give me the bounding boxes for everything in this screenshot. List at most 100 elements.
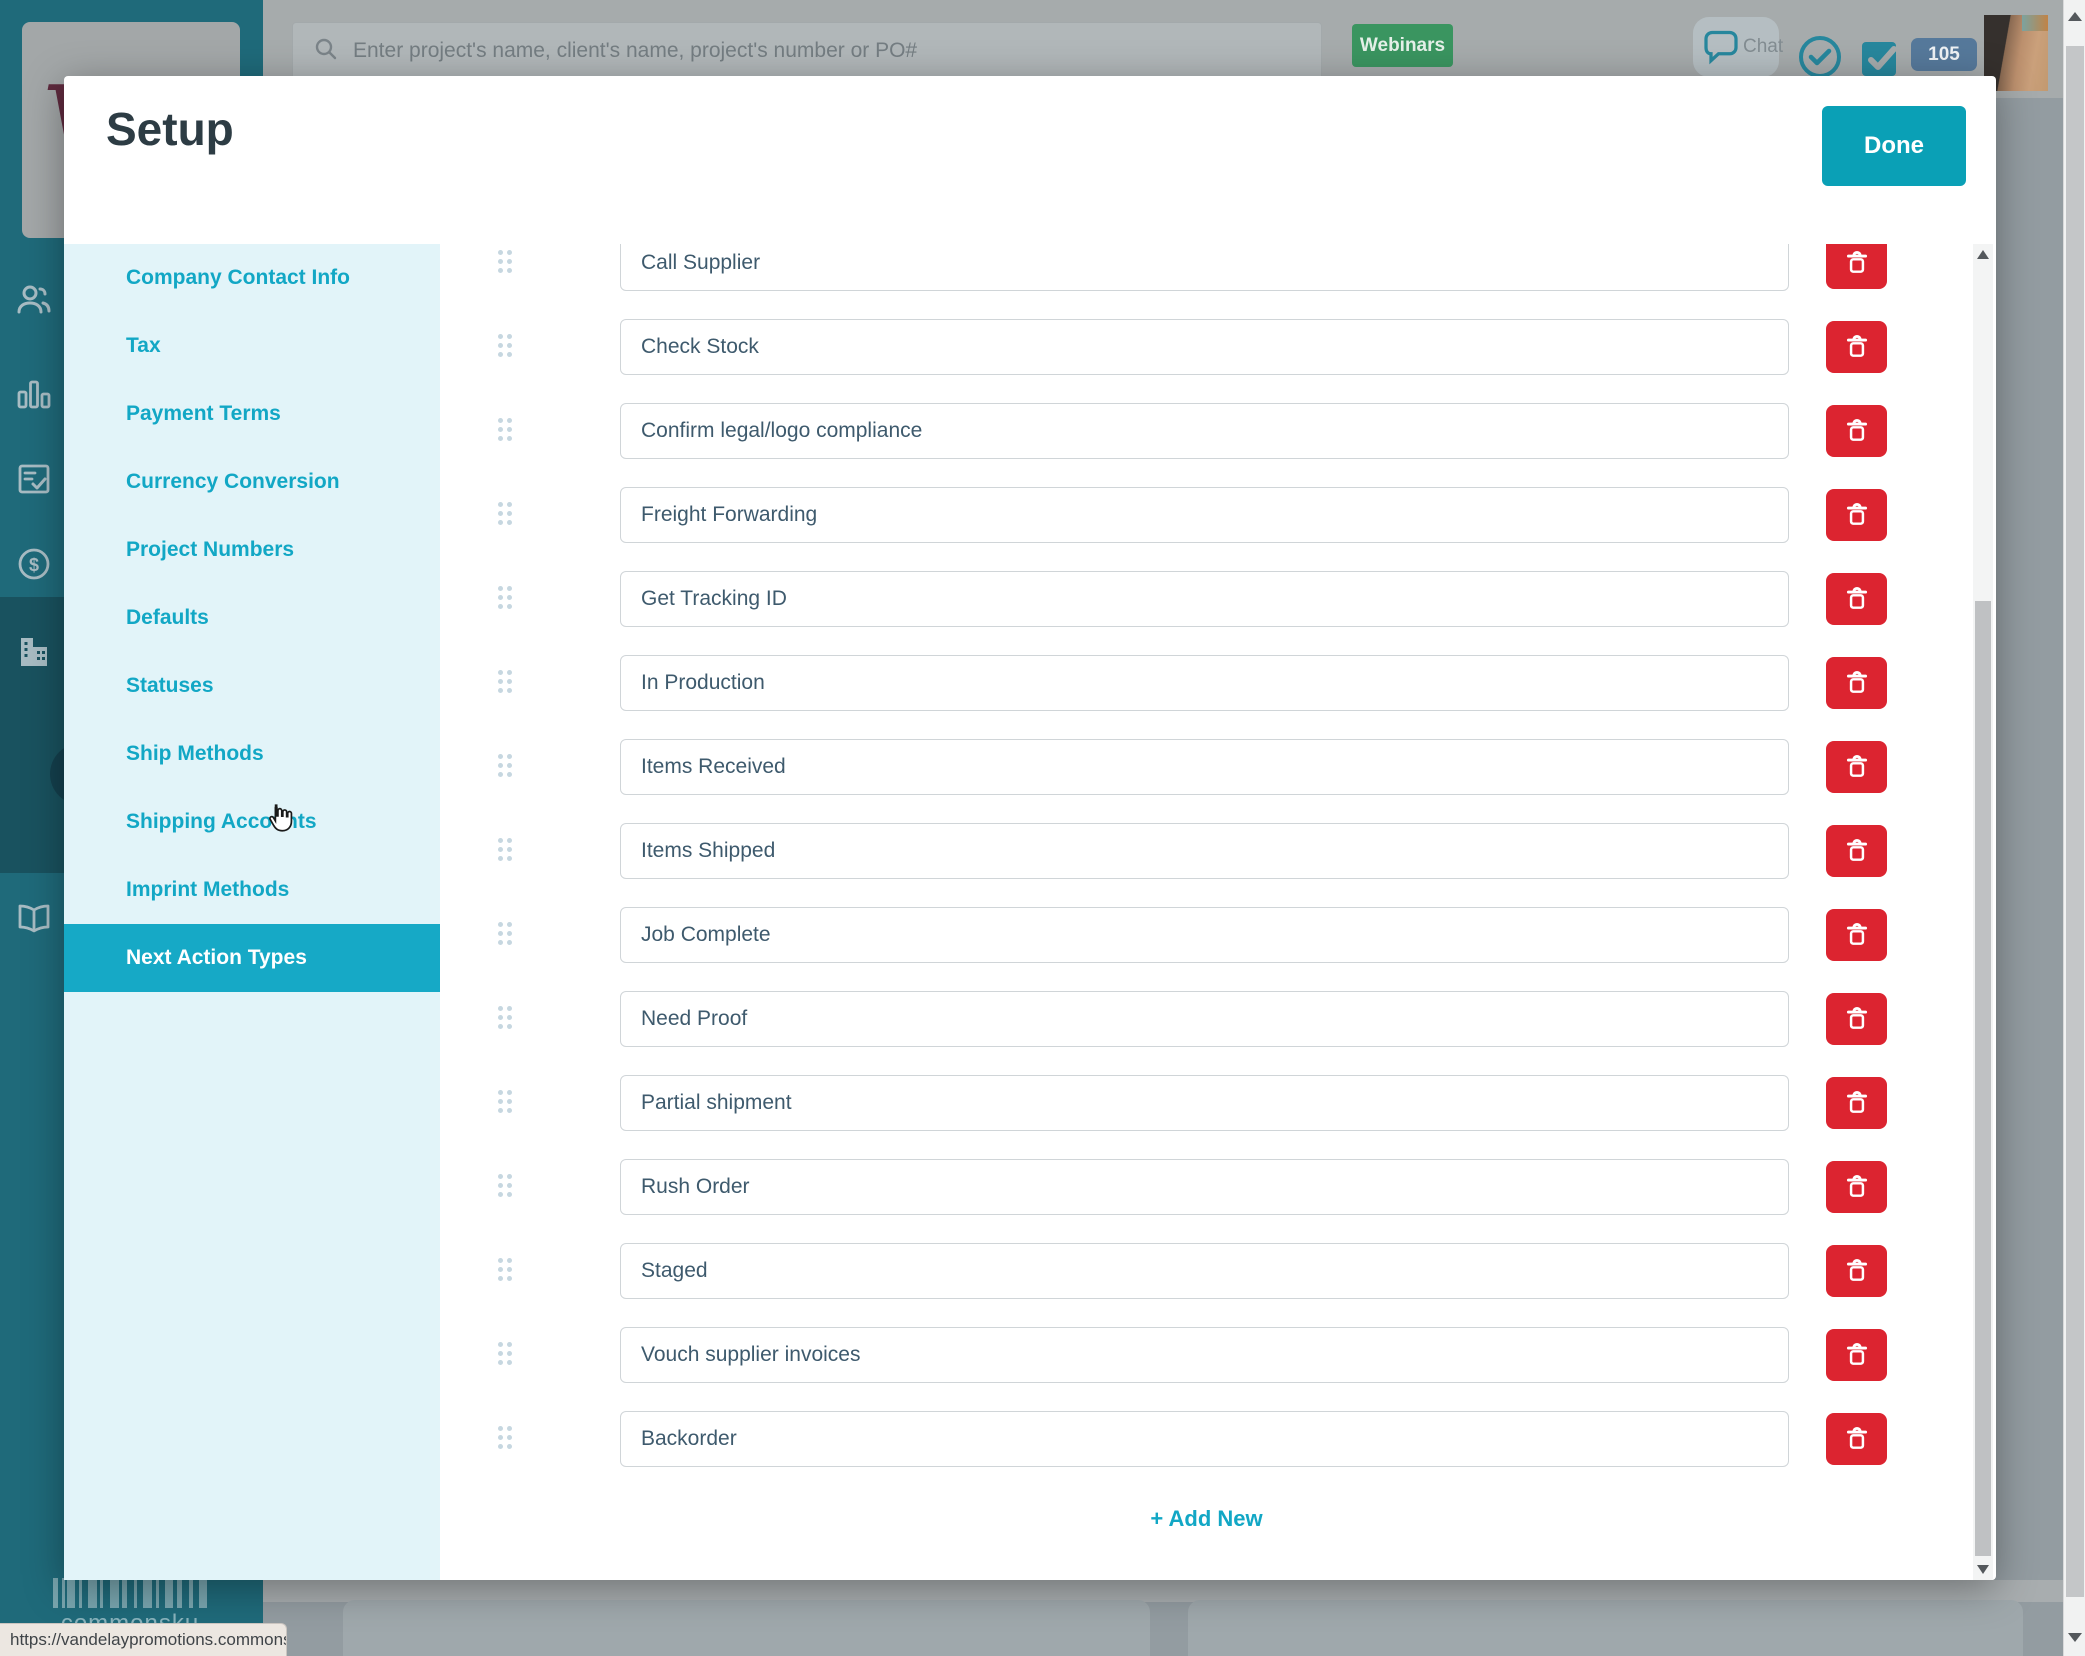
action-type-row	[440, 809, 1973, 893]
list-scrollbar-thumb[interactable]	[1975, 601, 1991, 1556]
delete-button[interactable]	[1826, 1245, 1887, 1297]
delete-button[interactable]	[1826, 657, 1887, 709]
setup-nav-item[interactable]: Shipping Accounts	[126, 810, 317, 833]
webinars-button[interactable]: Webinars	[1352, 24, 1453, 67]
notification-count-badge[interactable]: 105	[1911, 38, 1977, 71]
drag-handle-icon[interactable]	[498, 922, 516, 948]
order-checklist-icon[interactable]	[15, 460, 53, 498]
delete-button[interactable]	[1826, 1161, 1887, 1213]
setup-nav-item[interactable]: Payment Terms	[126, 402, 281, 425]
open-book-icon[interactable]	[15, 898, 53, 936]
action-type-input[interactable]	[620, 319, 1789, 375]
trash-icon	[1843, 668, 1871, 699]
setup-nav-item[interactable]: Next Action Types	[64, 924, 440, 992]
trash-icon	[1843, 752, 1871, 783]
trash-icon	[1843, 416, 1871, 447]
delete-button[interactable]	[1826, 1329, 1887, 1381]
setup-nav-item[interactable]: Statuses	[126, 674, 214, 697]
users-icon[interactable]	[15, 282, 53, 320]
setup-nav-panel: Company Contact Info Tax Payment Terms Curr…	[64, 244, 440, 1580]
svg-text:$: $	[29, 555, 39, 575]
action-type-input[interactable]	[620, 1243, 1789, 1299]
scroll-up-arrow[interactable]	[1977, 250, 1989, 259]
setup-nav-item[interactable]: Tax	[126, 334, 161, 357]
setup-nav-item[interactable]: Imprint Methods	[126, 878, 290, 901]
trash-icon	[1843, 1088, 1871, 1119]
setup-nav-item[interactable]: Company Contact Info	[126, 266, 350, 289]
company-building-icon[interactable]	[15, 633, 53, 671]
action-type-input[interactable]	[620, 403, 1789, 459]
drag-handle-icon[interactable]	[498, 1006, 516, 1032]
action-types-list: + Add New	[440, 244, 1973, 1580]
drag-handle-icon[interactable]	[498, 1174, 516, 1200]
action-type-input[interactable]	[620, 1159, 1789, 1215]
drag-handle-icon[interactable]	[498, 418, 516, 444]
scroll-up-arrow[interactable]	[2068, 12, 2082, 21]
dollar-circle-icon[interactable]: $	[15, 545, 53, 583]
setup-nav-item[interactable]: Defaults	[126, 606, 209, 629]
action-type-row	[440, 473, 1973, 557]
delete-button[interactable]	[1826, 405, 1887, 457]
trash-icon	[1843, 1256, 1871, 1287]
delete-button[interactable]	[1826, 1413, 1887, 1465]
delete-button[interactable]	[1826, 573, 1887, 625]
delete-button[interactable]	[1826, 909, 1887, 961]
trash-icon	[1843, 1172, 1871, 1203]
delete-button[interactable]	[1826, 321, 1887, 373]
action-type-row	[440, 641, 1973, 725]
drag-handle-icon[interactable]	[498, 334, 516, 360]
delete-button[interactable]	[1826, 489, 1887, 541]
trash-icon	[1843, 1004, 1871, 1035]
scroll-down-arrow[interactable]	[2068, 1633, 2082, 1642]
drag-handle-icon[interactable]	[498, 838, 516, 864]
delete-button[interactable]	[1826, 825, 1887, 877]
status-bar-url: https://vandelaypromotions.commonsku.com	[0, 1623, 287, 1656]
drag-handle-icon[interactable]	[498, 754, 516, 780]
action-type-input[interactable]	[620, 244, 1789, 291]
project-search-bar[interactable]	[292, 22, 1322, 80]
modal-title: Setup	[106, 103, 234, 155]
delete-button[interactable]	[1826, 993, 1887, 1045]
delete-button[interactable]	[1826, 244, 1887, 289]
drag-handle-icon[interactable]	[498, 250, 516, 276]
drag-handle-icon[interactable]	[498, 586, 516, 612]
delete-button[interactable]	[1826, 741, 1887, 793]
action-type-input[interactable]	[620, 823, 1789, 879]
action-type-input[interactable]	[620, 907, 1789, 963]
drag-handle-icon[interactable]	[498, 502, 516, 528]
action-type-input[interactable]	[620, 655, 1789, 711]
window-scrollbar-thumb[interactable]	[2066, 46, 2084, 1597]
search-icon	[313, 36, 339, 67]
window-scrollbar[interactable]	[2063, 0, 2085, 1656]
action-type-input[interactable]	[620, 1411, 1789, 1467]
action-type-row	[440, 977, 1973, 1061]
drag-handle-icon[interactable]	[498, 1426, 516, 1452]
chat-button[interactable]: Chat	[1693, 17, 1783, 77]
drag-handle-icon[interactable]	[498, 1090, 516, 1116]
action-type-input[interactable]	[620, 991, 1789, 1047]
action-type-input[interactable]	[620, 571, 1789, 627]
drag-handle-icon[interactable]	[498, 670, 516, 696]
done-button[interactable]: Done	[1822, 106, 1966, 186]
setup-nav-item[interactable]: Project Numbers	[126, 538, 295, 561]
action-type-input[interactable]	[620, 487, 1789, 543]
action-type-input[interactable]	[620, 1075, 1789, 1131]
drag-handle-icon[interactable]	[498, 1342, 516, 1368]
mouse-cursor	[262, 801, 296, 840]
bar-chart-icon[interactable]	[15, 375, 53, 413]
delete-button[interactable]	[1826, 1077, 1887, 1129]
list-scrollbar[interactable]	[1973, 244, 1993, 1580]
drag-handle-icon[interactable]	[498, 1258, 516, 1284]
setup-nav-item[interactable]: Ship Methods	[126, 742, 264, 765]
tasks-checkbox-icon[interactable]	[1858, 36, 1902, 85]
action-type-input[interactable]	[620, 1327, 1789, 1383]
scroll-down-arrow[interactable]	[1977, 1565, 1989, 1574]
chat-label: Chat	[1743, 36, 1784, 57]
setup-modal: Setup Done Company Contact Info Tax Paymen…	[64, 76, 1996, 1580]
action-type-input[interactable]	[620, 739, 1789, 795]
setup-nav-item[interactable]: Currency Conversion	[126, 470, 340, 493]
search-input[interactable]	[353, 39, 1253, 63]
action-type-row	[440, 893, 1973, 977]
add-new-button[interactable]: + Add New	[1150, 1506, 1263, 1531]
